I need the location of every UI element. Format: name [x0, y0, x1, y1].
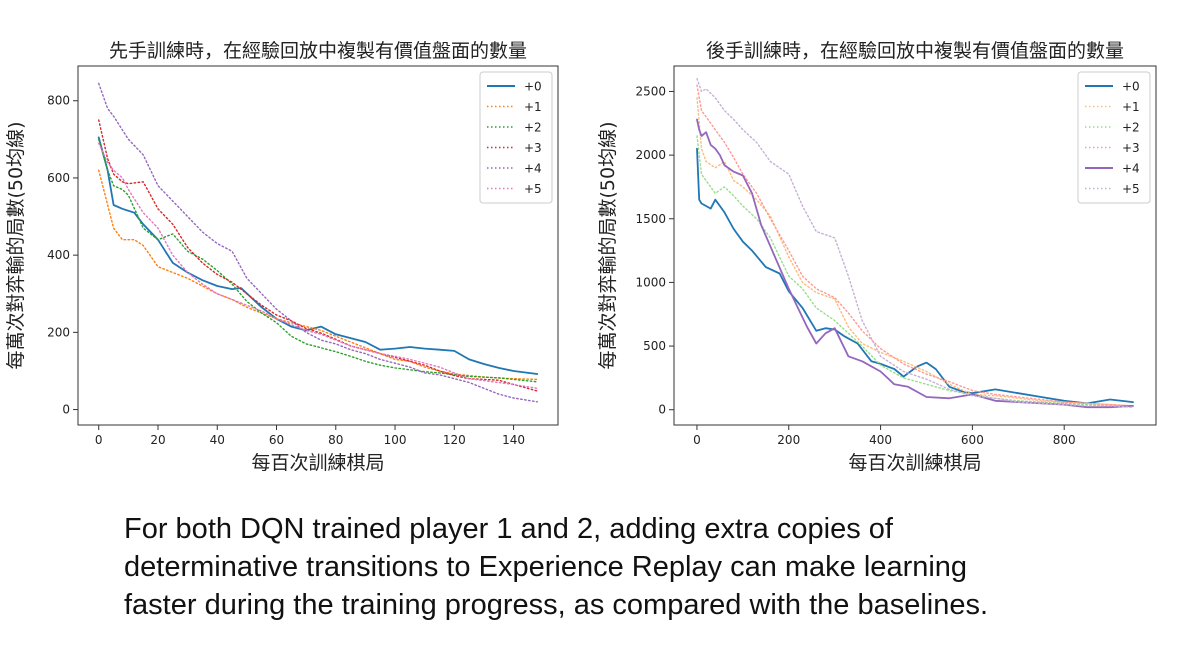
right-legend-label-0: +0	[1122, 80, 1140, 94]
caption-line-1: For both DQN trained player 1 and 2, add…	[124, 513, 893, 545]
right-series-line-1	[696, 97, 1134, 407]
right-series-line-4	[696, 118, 1134, 409]
right-x-tick-label: 0	[693, 433, 701, 447]
caption-line-2: determinative transitions to Experience …	[124, 551, 968, 583]
right-series-line-0	[696, 147, 1134, 405]
left-series-group	[97, 82, 539, 403]
right-x-tick-label: 800	[1053, 433, 1076, 447]
right-legend-label-1: +1	[1122, 100, 1140, 114]
right-x-tick-label: 200	[777, 433, 800, 447]
right-y-tick-label: 2500	[635, 84, 666, 98]
right-x-tick-label: 600	[961, 433, 984, 447]
right-x-tick-label: 400	[869, 433, 892, 447]
right-y-tick-label: 1000	[635, 275, 666, 289]
right-y-tick-label: 500	[643, 339, 666, 353]
left-y-tick-label: 200	[47, 325, 70, 339]
right-y-tick-label: 1500	[635, 212, 666, 226]
right-series-group	[696, 77, 1134, 409]
left-x-tick-label: 0	[95, 433, 103, 447]
chart-right: 後手訓練時，在經驗回放中複製有價值盤面的數量 0 200 400 600 800 0 500 1…	[597, 40, 1157, 474]
right-legend-label-3: +3	[1122, 141, 1140, 155]
right-series-line-3	[696, 84, 1134, 407]
left-y-tick-label: 0	[62, 403, 70, 417]
right-plot-frame	[673, 65, 1157, 426]
right-chart-title: 後手訓練時，在經驗回放中複製有價值盤面的數量	[706, 40, 1124, 62]
right-y-axis-label: 每萬次對弈輸的局數(50均線)	[597, 121, 619, 369]
left-legend-label-0: +0	[524, 80, 542, 94]
left-y-tick-label: 400	[47, 248, 70, 262]
left-legend-label-1: +1	[524, 100, 542, 114]
left-x-tick-label: 40	[210, 433, 225, 447]
left-legend-label-5: +5	[524, 182, 542, 196]
right-y-tick-label: 2000	[635, 148, 666, 162]
left-series-line-4	[97, 82, 538, 403]
left-x-axis-label: 每百次訓練棋局	[251, 452, 384, 474]
left-series-line-5	[97, 142, 538, 389]
left-x-tick-label: 140	[502, 433, 525, 447]
left-legend-label-4: +4	[524, 162, 542, 176]
left-series-line-2	[97, 138, 538, 383]
left-y-tick-label: 600	[47, 171, 70, 185]
figure-caption: For both DQN trained player 1 and 2, add…	[124, 510, 1164, 624]
left-x-tick-label: 60	[269, 433, 284, 447]
left-x-tick-label: 80	[328, 433, 343, 447]
left-legend-label-3: +3	[524, 141, 542, 155]
left-series-line-0	[97, 136, 539, 375]
left-legend-box	[479, 71, 553, 204]
right-legend-label-2: +2	[1122, 121, 1140, 135]
left-x-tick-label: 20	[150, 433, 165, 447]
left-series-line-3	[97, 119, 538, 392]
right-y-tick-label: 0	[658, 403, 666, 417]
right-x-axis-label: 每百次訓練棋局	[848, 452, 981, 474]
left-legend-label-2: +2	[524, 121, 542, 135]
right-legend-label-5: +5	[1122, 182, 1140, 196]
left-chart-title: 先手訓練時，在經驗回放中複製有價值盤面的數量	[109, 40, 527, 62]
left-plot-frame	[77, 65, 559, 426]
left-x-tick-label: 100	[384, 433, 407, 447]
caption-line-3: faster during the training progress, as …	[124, 589, 989, 621]
right-legend-box	[1077, 71, 1151, 204]
right-series-line-2	[696, 135, 1134, 408]
left-y-axis-label: 每萬次對弈輸的局數(50均線)	[5, 121, 27, 369]
left-y-tick-label: 800	[47, 94, 70, 108]
right-legend: +0 +1 +2 +3 +4 +5	[1077, 71, 1151, 204]
chart-left: 先手訓練時，在經驗回放中複製有價值盤面的數量 0 20 40 60 80 100 120 140…	[5, 40, 559, 474]
right-series-line-5	[696, 77, 1134, 408]
left-legend: +0 +1 +2 +3 +4 +5	[479, 71, 553, 204]
left-series-line-1	[97, 169, 538, 381]
right-legend-label-4: +4	[1122, 162, 1140, 176]
left-x-tick-label: 120	[443, 433, 466, 447]
